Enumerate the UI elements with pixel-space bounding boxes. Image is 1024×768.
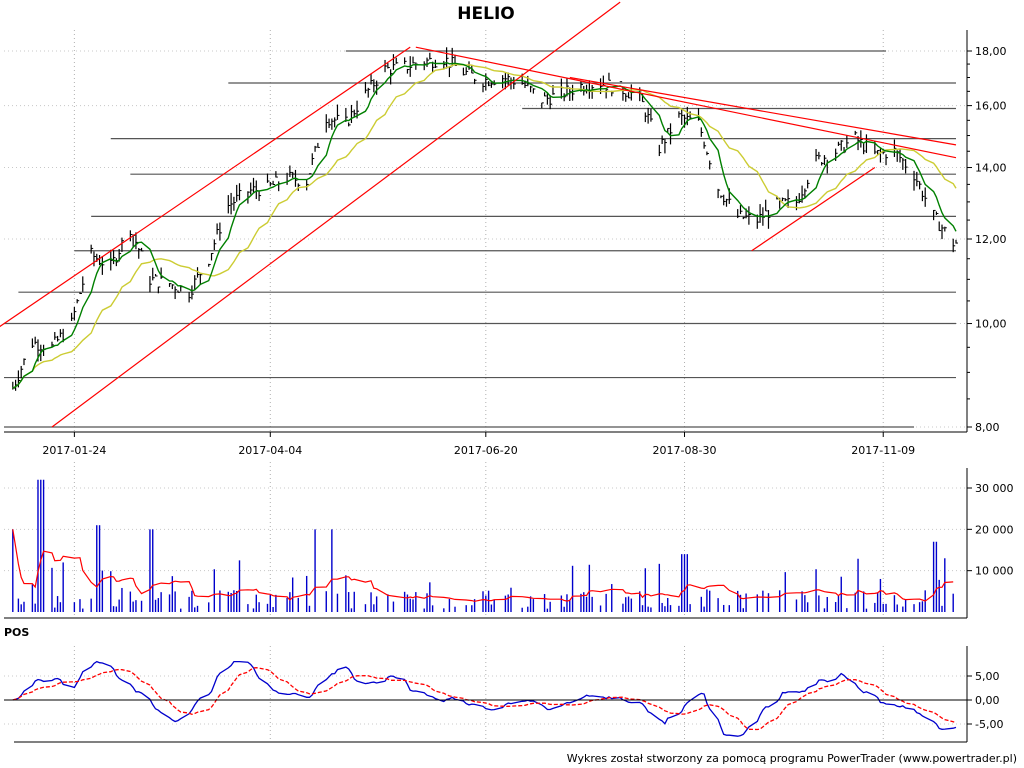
volume-layer: [12, 479, 954, 612]
chart-title: HELIO: [457, 4, 514, 24]
y-tick-label: 14,00: [975, 162, 1007, 175]
volume-tick-label: 10 000: [975, 565, 1014, 578]
volume-tick-label: 20 000: [975, 523, 1014, 536]
footer-credit: Wykres został stworzony za pomocą progra…: [567, 752, 1017, 765]
y-tick-label: 10,00: [975, 318, 1007, 331]
trendline: [751, 167, 876, 252]
fast-moving-average-line: [12, 61, 957, 389]
price-bars-layer: [12, 47, 958, 391]
x-tick-label: 2017-06-20: [454, 444, 518, 457]
oscillator-label: POS: [4, 626, 29, 639]
volume-average-line: [12, 529, 954, 602]
oscillator-signal-line: [12, 667, 957, 731]
volume-tick-label: 30 000: [975, 482, 1014, 495]
x-tick-label: 2017-04-04: [238, 444, 302, 457]
y-tick-label: 12,00: [975, 233, 1007, 246]
y-tick-label: 18,00: [975, 45, 1007, 58]
x-tick-label: 2017-01-24: [42, 444, 106, 457]
oscillator-tick-label: -5,00: [975, 718, 1003, 731]
x-tick-label: 2017-11-09: [851, 444, 915, 457]
x-tick-label: 2017-08-30: [653, 444, 717, 457]
oscillator-tick-label: 0,00: [975, 694, 1000, 707]
slow-moving-average-line: [12, 63, 957, 389]
trendline: [415, 46, 957, 159]
trendline: [569, 76, 957, 146]
y-tick-label: 16,00: [975, 100, 1007, 113]
trendline: [0, 46, 411, 328]
y-tick-label: 8,00: [975, 421, 1000, 434]
x-tick-labels: 2017-01-24 2017-04-04 2017-06-20 2017-08-30…: [42, 444, 915, 457]
y-tick-labels: 18,00 16,00 14,00 12,00 10,00 8,00 30 000 20 00…: [975, 45, 1014, 731]
oscillator-tick-label: 5,00: [975, 670, 1000, 683]
trendline: [51, 1, 621, 428]
axes-layer: [4, 30, 972, 743]
oscillator-line: [12, 660, 957, 737]
moving-averages-layer: [12, 61, 957, 389]
oscillator-layer: [12, 660, 957, 737]
level-lines-layer: [4, 50, 956, 428]
grid-layer: [4, 30, 967, 742]
trendlines-layer: [0, 1, 957, 428]
